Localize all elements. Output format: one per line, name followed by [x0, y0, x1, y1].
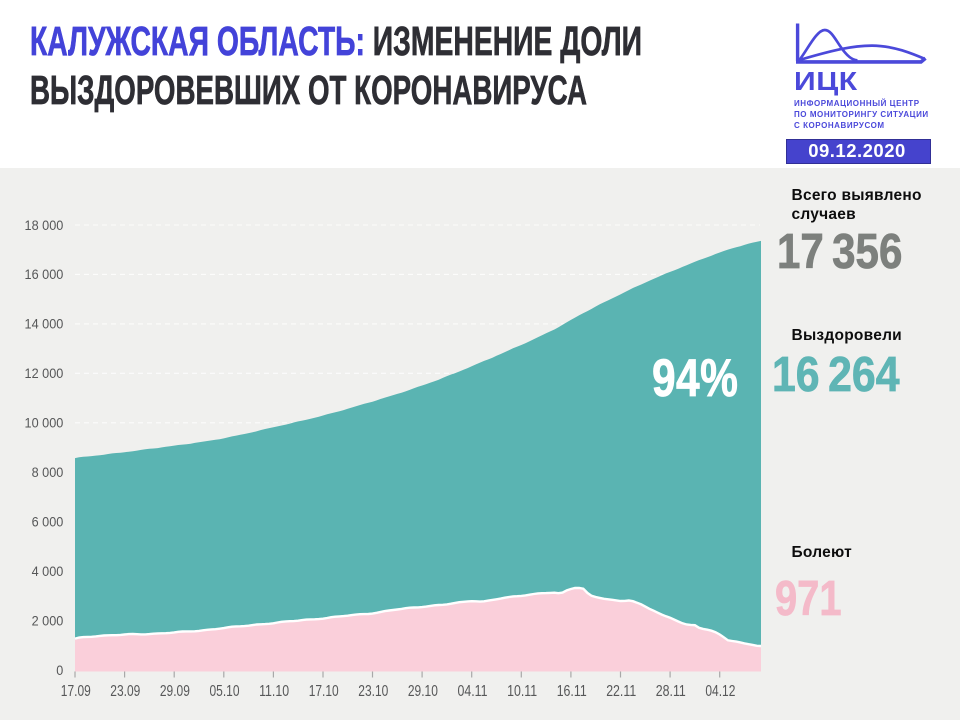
svg-text:0: 0: [56, 663, 63, 679]
svg-text:04.11: 04.11: [458, 683, 488, 700]
svg-text:10.11: 10.11: [507, 683, 537, 700]
svg-text:11.10: 11.10: [259, 683, 289, 700]
svg-text:23.10: 23.10: [358, 683, 388, 700]
svg-text:29.09: 29.09: [160, 683, 190, 700]
svg-text:04.12: 04.12: [705, 683, 735, 700]
svg-text:16.11: 16.11: [557, 683, 587, 700]
svg-text:05.10: 05.10: [210, 683, 240, 700]
svg-text:16 000: 16 000: [25, 267, 64, 283]
svg-text:14 000: 14 000: [25, 317, 64, 333]
svg-text:29.10: 29.10: [408, 683, 438, 700]
svg-text:17.10: 17.10: [309, 683, 339, 700]
svg-text:10 000: 10 000: [25, 416, 64, 432]
svg-text:2 000: 2 000: [32, 613, 64, 629]
svg-text:18 000: 18 000: [25, 218, 64, 234]
svg-text:6 000: 6 000: [32, 515, 64, 531]
svg-text:4 000: 4 000: [32, 564, 64, 580]
svg-text:17.09: 17.09: [61, 683, 91, 700]
svg-text:12 000: 12 000: [25, 366, 64, 382]
svg-text:22.11: 22.11: [606, 683, 636, 700]
svg-text:23.09: 23.09: [110, 683, 140, 700]
svg-text:8 000: 8 000: [32, 465, 64, 481]
svg-text:28.11: 28.11: [656, 683, 686, 700]
